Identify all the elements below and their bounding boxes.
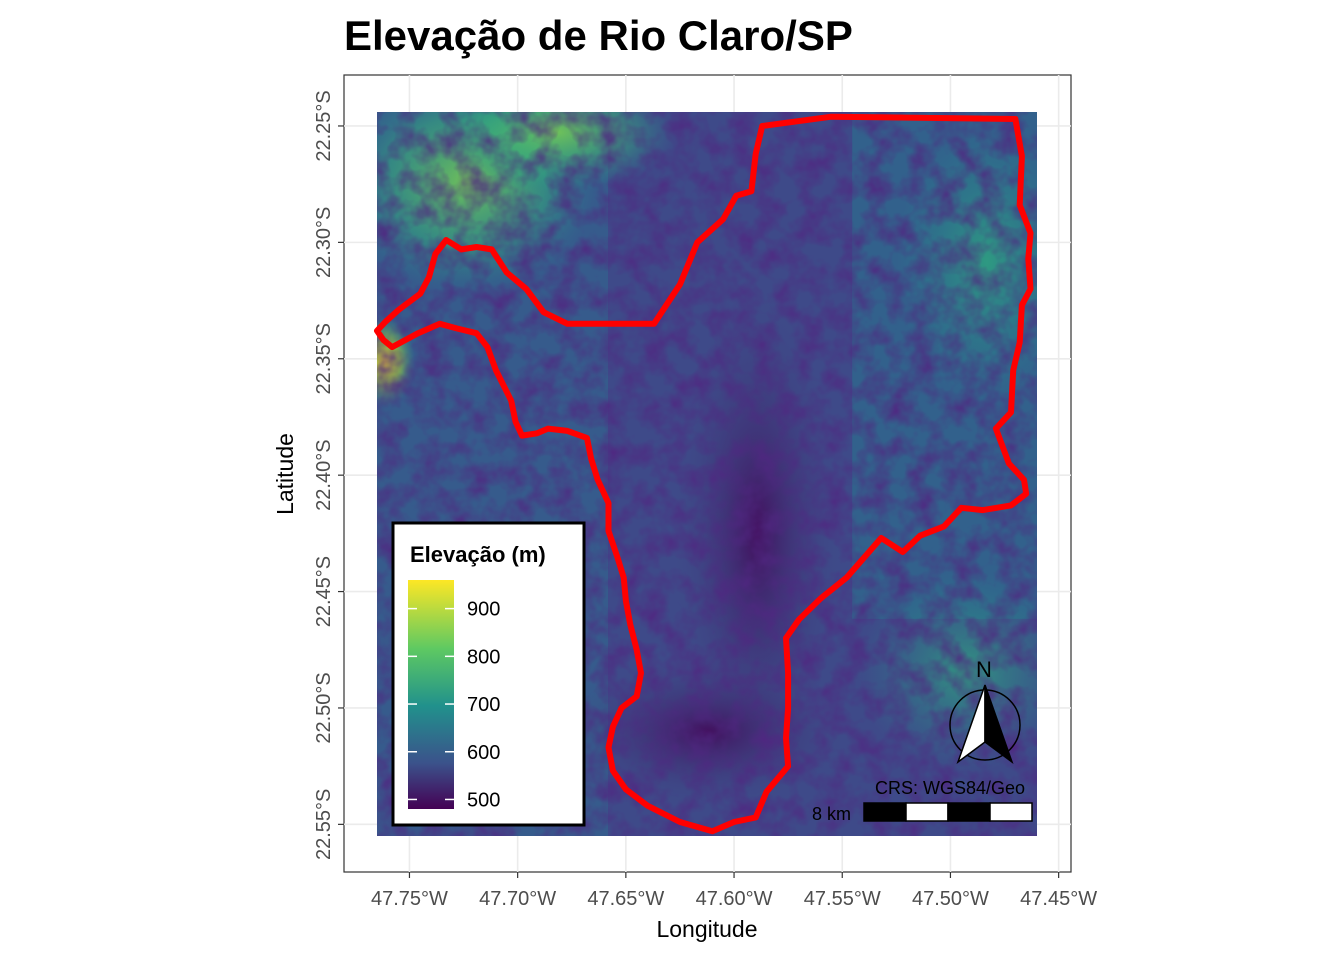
legend-label: 700: [467, 694, 500, 716]
x-tick-label: 47.65°W: [587, 888, 664, 910]
scalebar-seg-2: [905, 802, 949, 822]
y-tick-label: 22.30°S: [313, 207, 335, 278]
y-axis-title: Latitude: [272, 433, 298, 515]
x-tick-label: 47.60°W: [696, 888, 773, 910]
scalebar-seg-1: [863, 802, 907, 822]
y-tick-label: 22.55°S: [313, 789, 335, 860]
y-tick-label: 22.45°S: [313, 556, 335, 627]
legend-label: 600: [467, 742, 500, 764]
crs-label: CRS: WGS84/Geo: [875, 778, 1025, 798]
chart-title: Elevação de Rio Claro/SP: [344, 12, 853, 59]
legend-ticks: 900 800 700 600 500: [408, 599, 500, 811]
legend: Elevação (m) 900 800 700 600 500: [391, 521, 586, 827]
x-tick-label: 47.45°W: [1020, 888, 1097, 910]
x-tick-label: 47.70°W: [479, 888, 556, 910]
municipality-boundary: [374, 113, 1034, 835]
y-tick-label: 22.40°S: [313, 439, 335, 510]
legend-colorbar: [408, 580, 454, 809]
north-arrow-right: [984, 684, 1014, 765]
north-arrow: N: [949, 657, 1021, 765]
scalebar: [863, 802, 1033, 822]
y-axis: 22.25°S 22.30°S 22.35°S 22.40°S 22.45°S 22.50…: [313, 90, 344, 860]
north-label: N: [976, 657, 992, 682]
y-tick-label: 22.25°S: [313, 90, 335, 161]
scalebar-seg-3: [947, 802, 991, 822]
scalebar-seg-4: [989, 802, 1033, 822]
legend-label: 800: [467, 646, 500, 668]
x-tick-label: 47.75°W: [371, 888, 448, 910]
legend-label: 900: [467, 599, 500, 621]
x-tick-label: 47.55°W: [804, 888, 881, 910]
x-axis-title: Longitude: [656, 916, 757, 942]
legend-label: 500: [467, 789, 500, 811]
x-tick-label: 47.50°W: [912, 888, 989, 910]
x-axis: 47.75°W 47.70°W 47.65°W 47.60°W 47.55°W 47.50…: [371, 872, 1097, 910]
scalebar-label: 8 km: [812, 804, 851, 824]
legend-title: Elevação (m): [410, 542, 546, 567]
y-tick-label: 22.35°S: [313, 323, 335, 394]
y-tick-label: 22.50°S: [313, 672, 335, 743]
